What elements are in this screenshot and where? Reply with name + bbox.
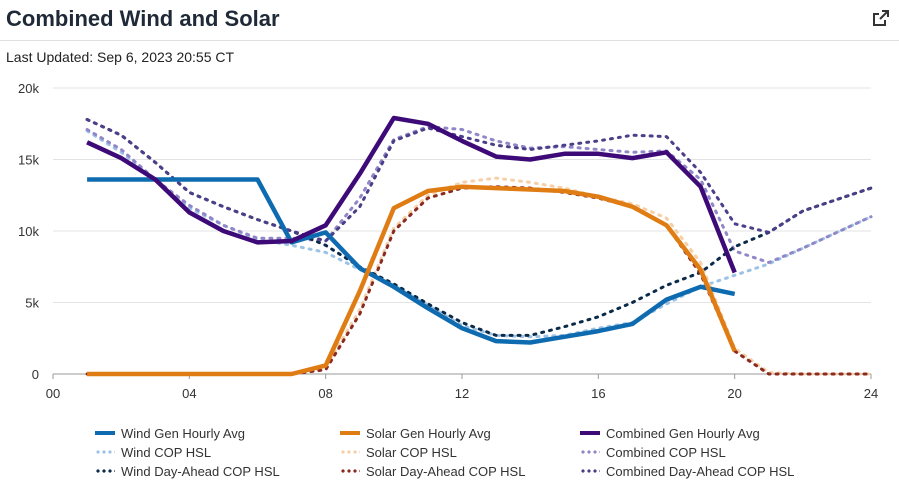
legend-item-combined-da[interactable]: Combined Day-Ahead COP HSL xyxy=(580,462,794,480)
series-line-solar xyxy=(87,184,737,377)
y-tick-label: 20k xyxy=(18,81,39,96)
legend-swatch xyxy=(95,450,115,454)
series-line-combined xyxy=(86,115,737,274)
series-line-wind xyxy=(87,177,736,345)
legend-label: Combined Day-Ahead COP HSL xyxy=(606,463,795,479)
legend-item-wind[interactable]: Wind Gen Hourly Avg xyxy=(95,424,245,442)
legend-swatch xyxy=(340,469,360,473)
legend-label: Wind Day-Ahead COP HSL xyxy=(121,463,280,479)
legend-item-combined[interactable]: Combined Gen Hourly Avg xyxy=(580,424,760,442)
series-line-combined-cop xyxy=(85,125,873,264)
chart-legend: Wind Gen Hourly Avg Solar Gen Hourly Avg C… xyxy=(0,424,899,488)
last-updated-text: Last Updated: Sep 6, 2023 20:55 CT xyxy=(6,49,235,65)
x-tick-label: 16 xyxy=(591,386,605,401)
y-tick-label: 10k xyxy=(18,224,39,239)
x-tick-label: 24 xyxy=(864,386,878,401)
legend-label: Solar COP HSL xyxy=(366,444,457,460)
legend-label: Solar Gen Hourly Avg xyxy=(366,425,491,441)
legend-swatch xyxy=(340,450,360,454)
series-line-solar-cop xyxy=(85,176,873,376)
x-tick-label: 00 xyxy=(46,386,60,401)
legend-item-solar[interactable]: Solar Gen Hourly Avg xyxy=(340,424,491,442)
x-tick-label: 20 xyxy=(727,386,741,401)
line-chart: 0 5k 10k 15k 20k 00 04 08 12 16 20 24 xyxy=(18,81,878,401)
series-line-wind-da xyxy=(85,118,873,337)
legend-label: Combined Gen Hourly Avg xyxy=(606,425,760,441)
legend-label: Solar Day-Ahead COP HSL xyxy=(366,463,526,479)
legend-label: Wind COP HSL xyxy=(121,444,212,460)
legend-item-wind-cop[interactable]: Wind COP HSL xyxy=(95,443,211,461)
x-tick-label: 12 xyxy=(455,386,469,401)
legend-item-solar-cop[interactable]: Solar COP HSL xyxy=(340,443,457,461)
legend-swatch xyxy=(95,469,115,473)
legend-swatch xyxy=(580,469,600,473)
x-tick-label: 04 xyxy=(182,386,196,401)
y-tick-label: 5k xyxy=(25,296,39,311)
y-tick-label: 15k xyxy=(18,153,39,168)
legend-item-solar-da[interactable]: Solar Day-Ahead COP HSL xyxy=(340,462,525,480)
y-tick-label: 0 xyxy=(32,367,39,382)
legend-swatch xyxy=(95,431,115,435)
page-title: Combined Wind and Solar xyxy=(6,6,280,31)
legend-label: Combined COP HSL xyxy=(606,444,726,460)
legend-swatch xyxy=(340,431,360,435)
series-line-wind-cop xyxy=(85,129,873,339)
legend-label: Wind Gen Hourly Avg xyxy=(121,425,246,441)
chart-header: Combined Wind and Solar xyxy=(0,0,899,41)
external-link-icon[interactable] xyxy=(871,8,891,28)
legend-swatch xyxy=(580,431,600,435)
legend-item-wind-da[interactable]: Wind Day-Ahead COP HSL xyxy=(95,462,280,480)
legend-item-combined-cop[interactable]: Combined COP HSL xyxy=(580,443,726,461)
series-line-combined-da xyxy=(85,118,873,243)
x-tick-label: 08 xyxy=(318,386,332,401)
legend-swatch xyxy=(580,450,600,454)
